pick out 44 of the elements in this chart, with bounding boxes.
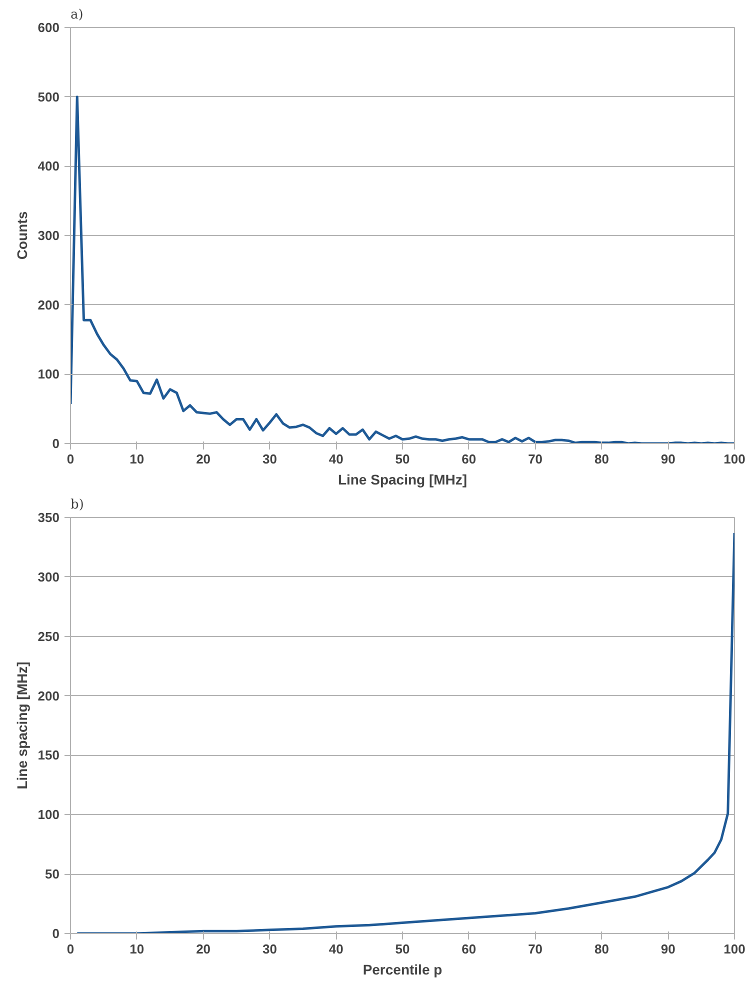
x-tick-label: 20 [196,452,211,466]
x-tick-label: 40 [328,452,344,466]
y-tick-label: 0 [52,436,60,451]
x-axis-title: Line Spacing [MHz] [338,472,468,488]
x-tick-label: 100 [724,452,746,466]
x-tick-label: 80 [594,452,609,466]
chart-title: b) [70,498,84,512]
line-series [76,532,734,934]
x-tick-label: 90 [660,942,676,956]
x-tick-label: 50 [395,942,410,956]
x-tick-label: 100 [724,942,746,956]
x-tick-label: 0 [66,942,74,956]
x-tick-label: 40 [328,942,344,956]
y-tick-label: 100 [38,366,60,382]
x-tick-label: 20 [196,942,211,956]
x-tick-label: 60 [462,942,476,956]
y-axis-title: Counts [14,211,30,260]
y-tick-label: 200 [38,297,60,312]
x-tick-label: 80 [594,942,609,956]
y-tick-label: 300 [38,228,60,243]
y-tick-label: 500 [38,89,60,104]
y-tick-label: 400 [38,158,60,174]
y-axis-title: Line spacing [MHz] [14,662,30,790]
x-tick-label: 30 [262,452,277,466]
x-tick-label: 50 [395,452,410,466]
y-tick-label: 200 [38,688,60,704]
x-tick-label: 70 [528,452,543,466]
chart-title: a) [70,8,84,22]
x-axis-title: Percentile p [362,962,442,978]
y-tick-label: 150 [38,748,60,763]
x-tick-label: 60 [462,452,476,466]
x-tick-label: 90 [660,452,676,466]
y-tick-label: 300 [38,569,60,584]
x-tick-label: 10 [130,452,144,466]
y-tick-label: 250 [38,628,60,644]
y-tick-label: 350 [38,510,60,525]
y-tick-label: 50 [45,866,60,882]
y-tick-label: 100 [38,807,60,822]
y-tick-label: 0 [52,926,60,941]
x-tick-label: 10 [130,942,144,956]
x-tick-label: 70 [528,942,543,956]
y-tick-label: 600 [38,20,60,35]
x-tick-label: 0 [66,452,74,466]
x-tick-label: 30 [262,942,277,956]
